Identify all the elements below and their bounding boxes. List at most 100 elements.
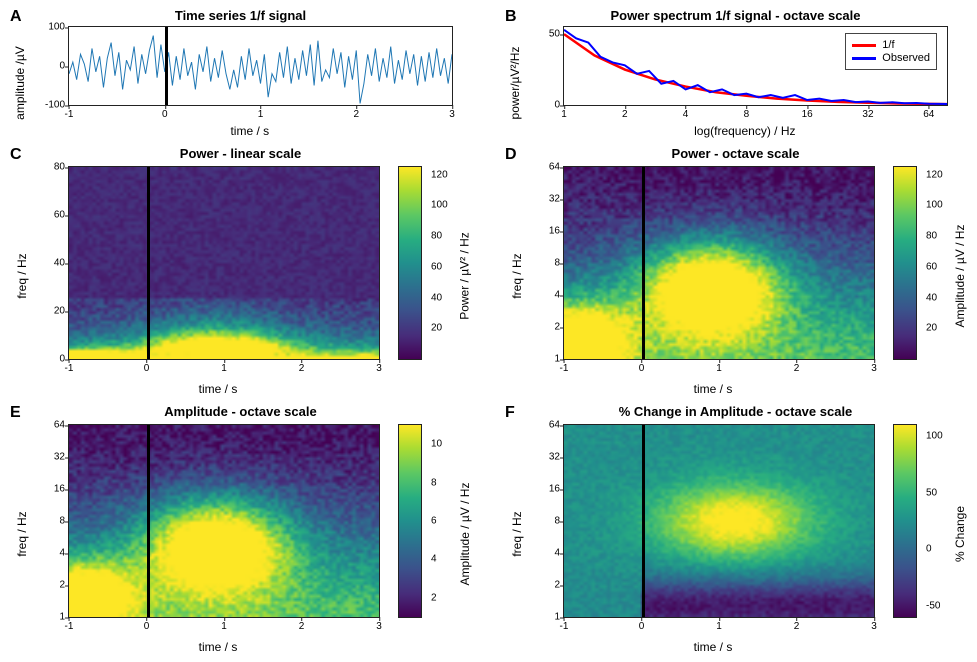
ylabel: freq / Hz [15,253,29,298]
colorbar-tick: 6 [431,516,437,527]
xtick: 1 [561,109,567,120]
colorbar-tick: 40 [431,292,442,303]
xtick: 8 [744,109,750,120]
colorbar-tick: 120 [926,169,943,180]
colorbar-tick: 100 [926,431,943,442]
xlabel: time / s [199,382,238,396]
panel-letter: C [10,146,22,164]
ytick: 64 [549,420,560,431]
ytick: 0 [59,61,65,72]
panel-E: E Amplitude - octave scale 1248163264-1012… [8,404,473,654]
panel-letter: E [10,404,21,422]
ytick: 32 [549,194,560,205]
colorbar-label: Amplitude / µV / Hz [458,483,472,586]
xtick: -1 [560,621,569,632]
ytick: 16 [549,484,560,495]
panel-letter: A [10,8,22,26]
xlabel: time / s [230,124,269,138]
panel-title: Amplitude - octave scale [164,404,316,419]
panel-title: Time series 1/f signal [175,8,306,23]
colorbar-tick: 10 [431,439,442,450]
legend-swatch [852,44,876,47]
xtick: 0 [144,363,150,374]
panel-letter: B [505,8,517,26]
event-marker [165,27,168,105]
ytick: 100 [48,22,65,33]
xtick: 3 [449,109,455,120]
ytick: 50 [549,29,560,40]
ytick: 40 [54,258,65,269]
legend-swatch [852,57,876,60]
plot-area-E: 1248163264-10123 [68,424,380,618]
panel-title: Power spectrum 1/f signal - octave scale [611,8,861,23]
colorbar-label: % Change [953,506,967,562]
legend: 1/f Observed [845,33,937,70]
colorbar-tick: 20 [926,323,937,334]
colorbar-tick: 8 [431,477,437,488]
xtick: 3 [871,621,877,632]
xtick: 2 [299,363,305,374]
event-marker [642,167,645,359]
colorbar-tick: -50 [926,600,940,611]
ytick: 4 [554,548,560,559]
panel-D: DPower - octave scale1248163264-10123fre… [503,146,968,396]
xtick: 32 [862,109,873,120]
ytick: 8 [554,516,560,527]
colorbar-label: Amplitude / µV / Hz [953,225,967,328]
colorbar-label: Power / µV² / Hz [458,232,472,320]
figure-grid: A Time series 1/f signal -1000100 -10123… [8,8,968,654]
xtick: 0 [639,363,645,374]
panel-letter: F [505,404,515,422]
colorbar-tick: 50 [926,487,937,498]
ytick: -100 [45,100,65,111]
plot-area-A: -1000100 -10123 [68,26,453,106]
xtick: 0 [162,109,168,120]
xtick: 3 [376,621,382,632]
xtick: 3 [376,363,382,374]
xlabel: log(frequency) / Hz [694,124,795,138]
xtick: 2 [622,109,628,120]
xtick: 1 [716,621,722,632]
colorbar-tick: 80 [926,231,937,242]
ytick: 64 [54,420,65,431]
colorbar: 246810 [398,424,422,618]
xtick: 2 [299,621,305,632]
spectrogram-canvas [69,425,379,617]
event-marker [147,167,150,359]
ytick: 16 [549,226,560,237]
xtick: -1 [65,621,74,632]
ytick: 16 [54,484,65,495]
colorbar-tick: 40 [926,292,937,303]
panel-A: A Time series 1/f signal -1000100 -10123… [8,8,473,138]
ytick: 32 [54,452,65,463]
panel-B: B Power spectrum 1/f signal - octave sca… [503,8,968,138]
panel-letter: D [505,146,517,164]
xtick: -1 [65,109,74,120]
xtick: 0 [144,621,150,632]
colorbar-tick: 120 [431,169,448,180]
panel-title: % Change in Amplitude - octave scale [619,404,853,419]
event-marker [147,425,150,617]
colorbar-tick: 60 [926,261,937,272]
spectrogram-canvas [564,167,874,359]
xtick: 2 [353,109,359,120]
timeseries-svg [69,27,452,105]
colorbar-tick: 100 [926,200,943,211]
legend-label: Observed [882,52,930,64]
ytick: 64 [549,162,560,173]
xtick: 1 [258,109,264,120]
colorbar-tick: 20 [431,323,442,334]
ytick: 4 [59,548,65,559]
plot-area-F: 1248163264-10123 [563,424,875,618]
colorbar-tick: 0 [926,544,932,555]
xtick: 3 [871,363,877,374]
xtick: 2 [794,621,800,632]
ylabel: freq / Hz [15,511,29,556]
ytick: 8 [554,258,560,269]
panel-F: F% Change in Amplitude - octave scale124… [503,404,968,654]
ytick: 2 [554,322,560,333]
panel-title: Power - octave scale [672,146,800,161]
ylabel: freq / Hz [510,253,524,298]
ylabel: amplitude /µV [13,47,27,121]
ytick: 2 [554,580,560,591]
